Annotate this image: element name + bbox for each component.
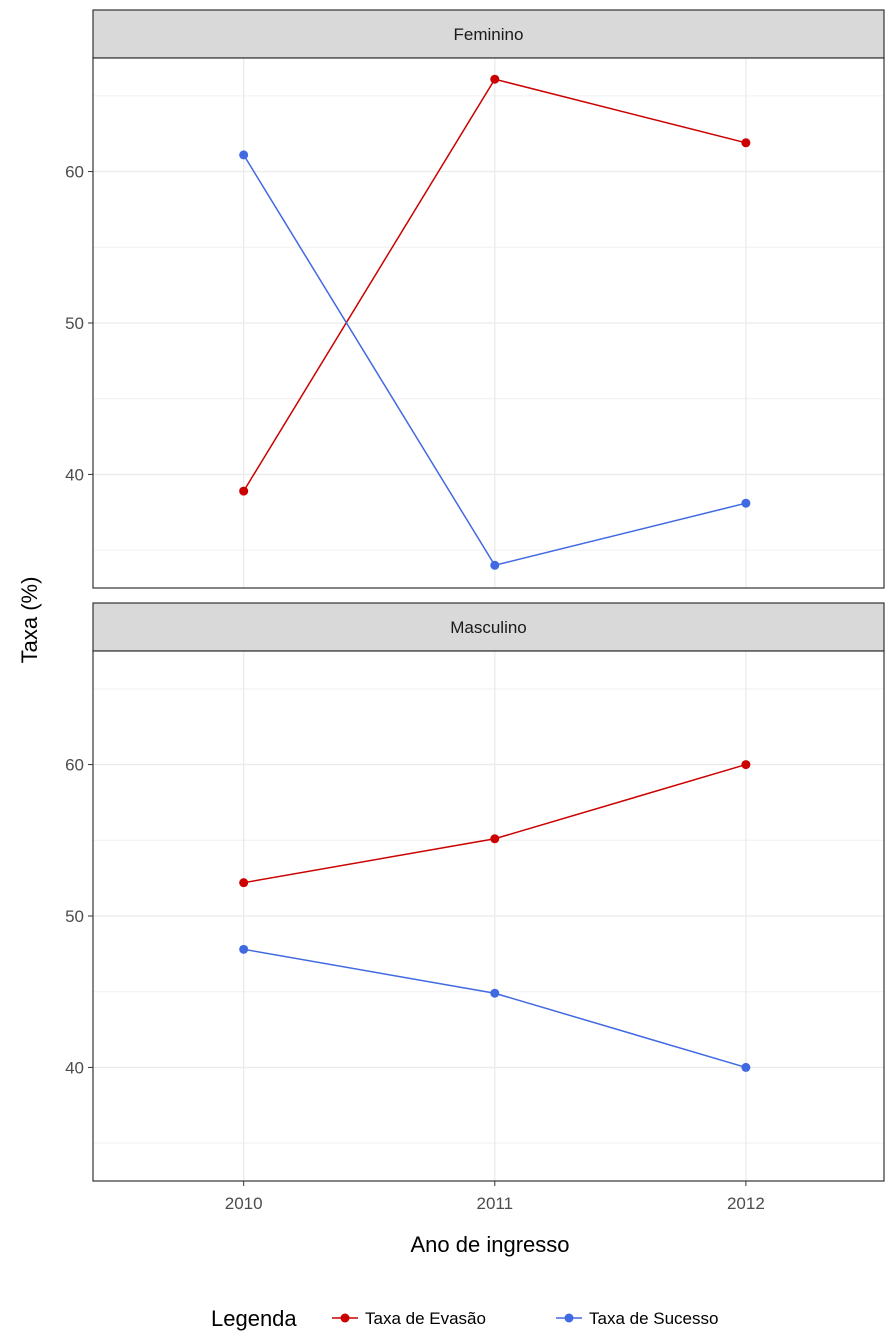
- legend-key-point: [564, 1313, 574, 1323]
- legend-label: Taxa de Sucesso: [589, 1309, 718, 1328]
- legend-label: Taxa de Evasão: [365, 1309, 486, 1328]
- facet-strip-label: Masculino: [450, 618, 527, 637]
- series-evasao: [239, 760, 751, 888]
- facet-strip-label: Feminino: [454, 25, 524, 44]
- legend-key-point: [340, 1313, 350, 1323]
- data-point: [490, 988, 500, 998]
- data-point: [239, 150, 249, 160]
- series-sucesso: [239, 944, 751, 1072]
- data-point: [490, 560, 500, 570]
- x-tick-label: 2010: [225, 1194, 263, 1213]
- legend-entry: Taxa de Sucesso: [556, 1309, 718, 1328]
- series-evasao: [239, 74, 751, 496]
- y-tick-label: 60: [65, 756, 84, 775]
- data-point: [741, 1062, 751, 1072]
- data-point: [741, 498, 751, 508]
- series-sucesso: [239, 150, 751, 570]
- x-tick-label: 2011: [476, 1194, 513, 1213]
- x-tick-label: 2012: [727, 1194, 765, 1213]
- data-point: [239, 486, 249, 496]
- data-point: [239, 878, 249, 888]
- y-tick-label: 50: [65, 314, 84, 333]
- panel-masculino: Masculino 40 50 60: [65, 602, 885, 1182]
- data-point: [490, 834, 500, 844]
- y-tick-label: 40: [65, 1058, 84, 1077]
- panel-border: [92, 57, 885, 589]
- legend-title: Legenda: [211, 1306, 297, 1331]
- y-tick-label: 50: [65, 907, 84, 926]
- y-axis-title: Taxa (%): [17, 577, 42, 664]
- data-point: [239, 944, 249, 954]
- facet-strip: [92, 9, 885, 59]
- panel-feminino: Feminino 40 50 60: [65, 9, 885, 589]
- data-point: [741, 760, 751, 770]
- legend: Legenda Taxa de Evasão Taxa de Sucesso: [211, 1306, 718, 1331]
- data-point: [741, 138, 751, 148]
- y-tick-label: 60: [65, 163, 84, 182]
- x-axis: 2010 2011 2012: [225, 1181, 765, 1213]
- legend-entry: Taxa de Evasão: [332, 1309, 486, 1328]
- x-axis-title: Ano de ingresso: [411, 1232, 570, 1257]
- facet-panels: Feminino 40 50 60 Masculino 40 50 60: [65, 9, 885, 1182]
- data-point: [490, 74, 500, 84]
- panel-border: [92, 650, 885, 1182]
- y-tick-label: 40: [65, 465, 84, 484]
